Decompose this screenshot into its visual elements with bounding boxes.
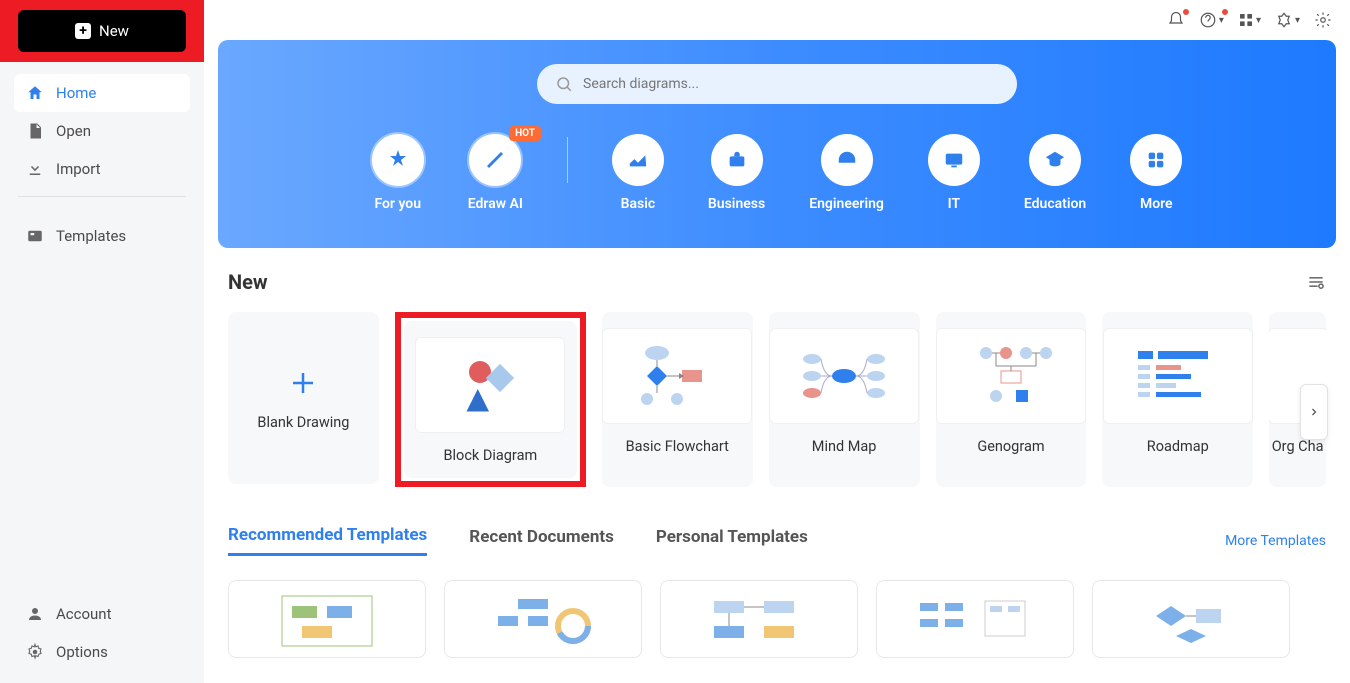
sidebar-item-account[interactable]: Account [14,595,190,633]
sidebar-item-label: Open [56,122,91,140]
template-mind-map[interactable]: Mind Map [769,312,920,487]
notifications-icon[interactable] [1167,11,1185,29]
tabs-row: Recommended Templates Recent Documents P… [228,525,1326,556]
category-basic[interactable]: Basic [612,134,664,212]
template-label: Blank Drawing [257,414,349,431]
recommended-card[interactable] [228,580,426,658]
filter-icon[interactable] [1306,272,1326,292]
sidebar-item-label: Home [56,84,96,102]
sidebar-item-templates[interactable]: Templates [14,217,190,255]
category-edraw-ai[interactable]: HOT Edraw AI [468,134,523,212]
more-templates-link[interactable]: More Templates [1225,533,1326,549]
template-label: Mind Map [812,438,877,455]
template-label: Roadmap [1147,438,1209,455]
recommended-card[interactable] [444,580,642,658]
category-education[interactable]: Education [1024,134,1086,212]
sidebar-item-open[interactable]: Open [14,112,190,150]
sidebar-item-label: Templates [56,227,126,245]
theme-icon[interactable]: ▾ [1275,11,1300,29]
template-roadmap[interactable]: Roadmap [1102,312,1253,487]
new-button[interactable]: + New [18,10,186,52]
category-engineering[interactable]: Engineering [809,134,884,212]
sidebar-item-label: Options [56,643,108,661]
category-it[interactable]: IT [928,134,980,212]
search-icon [555,75,573,93]
template-label: Org Cha [1272,438,1324,455]
import-icon [26,160,44,178]
template-basic-flowchart[interactable]: Basic Flowchart [602,312,753,487]
recommended-card[interactable] [660,580,858,658]
sidebar-item-label: Import [56,160,101,178]
category-label: Business [708,196,765,212]
sidebar-divider [18,196,186,197]
content: New Blank Drawing Block Diagram Basic Fl [204,248,1350,683]
hero-banner: For you HOT Edraw AI Basic Business [218,40,1336,248]
template-row: Blank Drawing Block Diagram Basic Flowch… [228,312,1326,487]
category-label: Engineering [809,196,884,212]
category-more[interactable]: More [1130,134,1182,212]
sidebar-item-import[interactable]: Import [14,150,190,188]
sidebar-item-options[interactable]: Options [14,633,190,671]
category-label: Basic [621,196,656,212]
plus-icon [288,368,318,398]
template-genogram[interactable]: Genogram [936,312,1087,487]
new-button-label: New [99,22,129,40]
category-label: For you [374,196,421,212]
tab-personal[interactable]: Personal Templates [656,527,808,555]
template-label: Basic Flowchart [626,438,729,455]
category-label: Edraw AI [468,196,523,212]
plus-icon: + [75,23,91,39]
sidebar-item-label: Account [56,605,112,623]
new-button-highlight: + New [0,0,204,62]
recommended-card[interactable] [1092,580,1290,658]
templates-icon [26,227,44,245]
category-label: Education [1024,196,1086,212]
section-title-new: New [228,270,268,294]
tab-recommended[interactable]: Recommended Templates [228,525,427,556]
category-label: More [1140,196,1173,212]
category-divider [567,137,568,183]
template-blank-drawing[interactable]: Blank Drawing [228,312,379,484]
recommended-row [228,580,1326,658]
search-box[interactable] [537,64,1017,104]
sidebar: + New Home Open Import Templates [0,0,204,683]
file-icon [26,122,44,140]
sidebar-bottom: Account Options [0,583,204,683]
main-area: ▾ ▾ ▾ For you HOT Edraw AI [204,0,1350,683]
gear-icon [26,643,44,661]
category-for-you[interactable]: For you [372,134,424,212]
help-icon[interactable]: ▾ [1199,11,1224,29]
category-business[interactable]: Business [708,134,765,212]
apps-icon[interactable]: ▾ [1238,12,1261,28]
sidebar-nav2: Templates [0,205,204,255]
settings-icon[interactable] [1314,11,1332,29]
search-input[interactable] [583,76,999,92]
template-label: Genogram [977,438,1044,455]
tab-recent[interactable]: Recent Documents [469,527,614,555]
sidebar-nav: Home Open Import [0,62,204,188]
template-label: Block Diagram [444,447,538,464]
sidebar-item-home[interactable]: Home [14,74,190,112]
user-icon [26,605,44,623]
template-block-diagram-highlight: Block Diagram [395,312,586,487]
topbar: ▾ ▾ ▾ [204,0,1350,40]
home-icon [26,84,44,102]
recommended-card[interactable] [876,580,1074,658]
template-block-diagram[interactable]: Block Diagram [404,321,577,478]
category-row: For you HOT Edraw AI Basic Business [218,134,1336,212]
hot-badge: HOT [509,126,541,141]
category-label: IT [948,196,960,212]
scroll-next-button[interactable] [1300,384,1328,440]
